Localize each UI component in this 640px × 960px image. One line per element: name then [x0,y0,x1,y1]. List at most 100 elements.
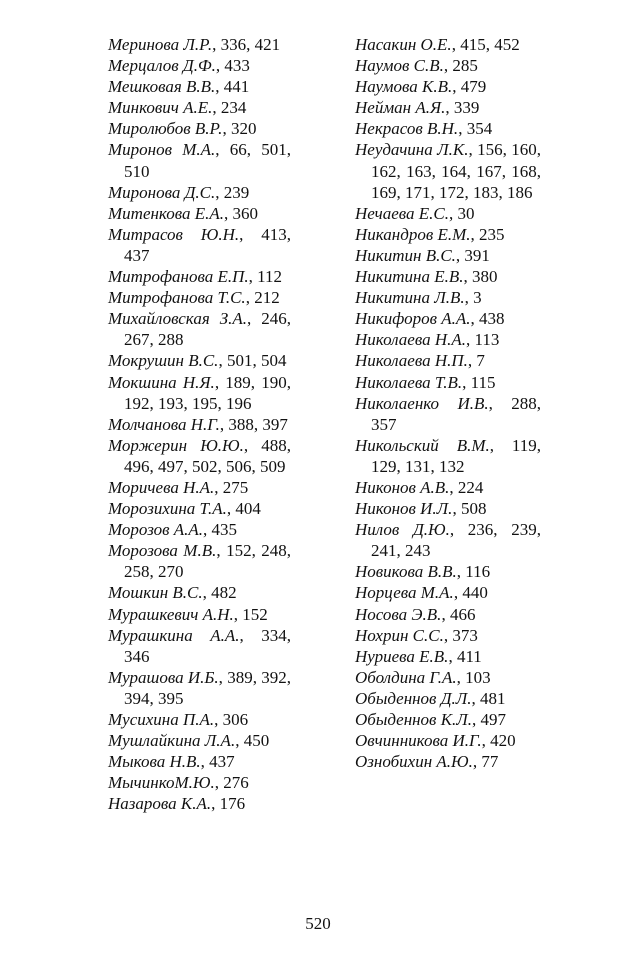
entry-name: Нейман А.Я. [355,98,446,118]
entry-name: Норцева М.А. [355,583,454,603]
entry-name: Митрасов Ю.Н. [108,224,240,244]
entry-name: Новикова В.В. [355,562,457,582]
entry-pages: 420 [490,731,516,751]
index-entry: Николаева Т.В., 115 [355,372,496,392]
index-entry: Митрофанова Т.С., 212 [108,288,280,308]
entry-pages: 288, 357 [371,393,541,434]
index-entry: Никандров Е.М., 235 [355,224,505,244]
index-entry: Нейман А.Я., 339 [355,98,480,118]
index-entry: Моричева Н.А., 275 [108,477,249,497]
entry-pages: 441 [223,77,250,97]
index-entry: Мешковая В.В., 441 [108,77,250,97]
entry-pages: 116 [465,562,491,582]
entry-name: Назарова К.А. [108,794,212,814]
entry-name: Нохрин С.С. [355,625,444,645]
entry-name: Миролюбов В.Р. [108,119,223,139]
entry-pages: 189, 190, 192, 193, 195, 196 [124,372,291,413]
entry-name: Меринова Л.Р. [108,35,213,54]
entry-name: Мурашова И.Б. [108,667,219,687]
entry-name: Митрофанова Т.С. [108,288,246,308]
index-entry: Мокрушин В.С., 501, 504 [108,351,287,371]
index-entry: Мурашова И.Б., 389, 392, 394, 395 [108,667,292,708]
entry-pages: 77 [481,752,499,772]
entry-pages: 497 [480,710,507,729]
entry-pages: 440 [462,583,488,603]
entry-name: Николаева Т.В. [355,372,463,392]
entry-name: Наумова К.В. [355,77,453,97]
index-entry: Неудачина Л.К., 156, 160, 162, 163, 164,… [355,140,542,202]
entry-pages: 336, 421 [220,35,281,54]
entry-name: Оболдина Г.А. [355,667,457,687]
entry-pages: 482 [211,583,237,603]
entry-pages: 320 [230,119,257,139]
entry-pages: 285 [452,56,478,76]
index-entry: Миронова Д.С., 239 [108,182,250,202]
entry-name: Мурашкина А.А. [108,625,240,645]
entry-pages: 339 [453,98,480,118]
index-entry: МычинкоМ.Ю., 276 [108,773,249,793]
entry-pages: 481 [480,688,506,708]
index-entry: Норцева М.А., 440 [355,583,488,603]
index-entry: Никольский В.М., 119, 129, 131, 132 [355,435,541,476]
index-entry: Мошкин В.С., 482 [108,583,237,603]
entry-pages: 66, 501, 510 [124,140,292,181]
entry-pages: 479 [460,77,487,97]
index-entry: Никифоров А.А., 438 [355,309,505,329]
entry-pages: 115 [470,372,496,392]
entry-pages: 112 [257,267,282,287]
index-entry: Ознобихин А.Ю., 77 [355,752,499,772]
entry-pages: 334, 346 [124,625,291,666]
entry-pages: 152 [242,604,268,624]
index-entry: Никитина Е.В., 380 [355,267,498,287]
index-entry: Митенкова Е.А., 360 [108,203,259,223]
entry-name: Михайловская З.А. [108,309,248,329]
index-entry: Миронов М.А., 66, 501, 510 [108,140,292,181]
index-entry: Миролюбов В.Р., 320 [108,119,257,139]
index-entry: Молчанова Н.Г., 388, 397 [108,414,288,434]
entry-pages: 391 [464,245,490,265]
entry-pages: 30 [457,203,475,223]
entry-name: Никонов И.Л. [355,499,453,519]
entry-pages: 404 [235,499,261,519]
entry-name: Никитин В.С. [355,245,456,265]
entry-name: Морозова М.В. [108,541,217,561]
entry-pages: 212 [254,288,280,308]
entry-name: Мыкова Н.В. [108,752,201,772]
entry-pages: 354 [466,119,493,139]
entry-name: Морозов А.А. [108,520,204,540]
index-entry: Мурашкевич А.Н., 152 [108,604,268,624]
entry-name: Морозихина Т.А. [108,499,227,519]
entry-name: Обыденнов Д.Л. [355,688,472,708]
entry-pages: 360 [232,203,259,223]
entry-pages: 466 [449,604,476,624]
entry-pages: 411 [456,646,482,666]
entry-name: Митрофанова Е.П. [108,267,249,287]
entry-pages: 437 [209,752,235,772]
entry-pages: 438 [478,309,505,329]
entry-name: Мушлайкина Л.А. [108,731,236,751]
entry-name: Никитина Л.В. [355,288,465,308]
entry-pages: 501, 504 [226,351,287,371]
index-entry: Нуриева Е.В., 411 [355,646,482,666]
entry-name: Мошкин В.С. [108,583,203,603]
entry-pages: 103 [465,667,491,687]
index-entry: Минкович А.Е., 234 [108,98,247,118]
entry-name: Некрасов В.Н. [355,119,459,139]
entry-pages: 380 [471,267,498,287]
index-entry: Мурашкина А.А., 334, 346 [108,625,291,666]
entry-name: Мерцалов Д.Ф. [108,56,216,76]
index-entry: Некрасов В.Н., 354 [355,119,493,139]
index-entry: Николаева Н.А., 113 [355,330,500,350]
entry-pages: 373 [452,625,478,645]
index-entry: Мыкова Н.В., 437 [108,752,235,772]
entry-pages: 7 [476,351,485,371]
entry-name: Мокрушин В.С. [108,351,219,371]
entry-name: Нилов Д.Ю. [355,520,450,540]
entry-name: Носова Э.В. [355,604,442,624]
index-entry: Обыденнов Д.Л., 481 [355,688,506,708]
entry-name: Молчанова Н.Г. [108,414,220,434]
index-entry: Митрофанова Е.П., 112 [108,267,282,287]
index-entry: Моржерин Ю.Ю., 488, 496, 497, 502, 506, … [108,435,291,476]
index-entry: Обыденнов К.Л., 497 [355,710,507,729]
entry-pages: 388, 397 [228,414,288,434]
